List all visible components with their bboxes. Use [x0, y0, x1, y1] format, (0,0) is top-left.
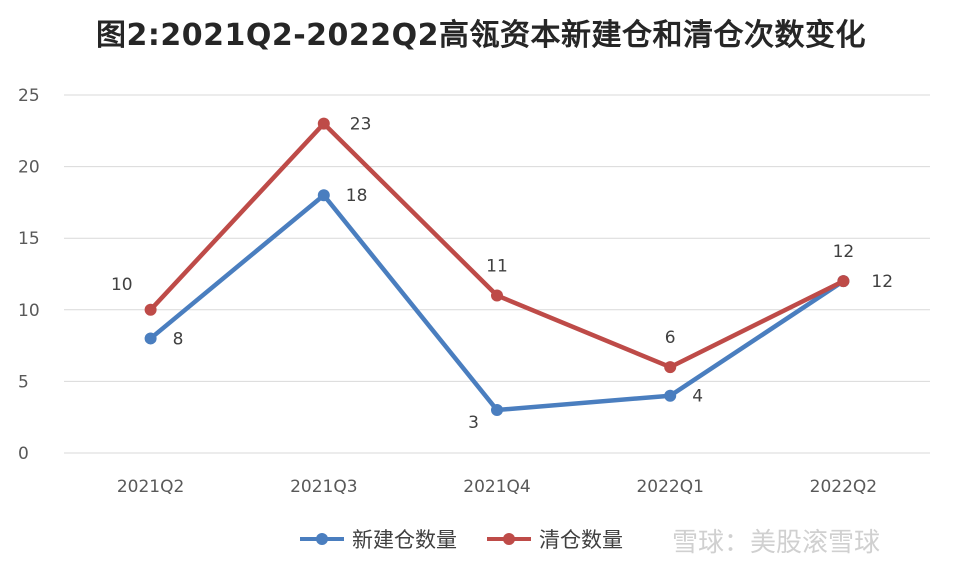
x-tick-label: 2021Q4: [463, 477, 530, 497]
series-line-0: [148, 192, 846, 413]
watermark: 雪球：美股滚雪球: [672, 528, 881, 558]
y-tick-label: 0: [18, 444, 29, 464]
x-tick-label: 2021Q3: [290, 477, 357, 497]
data-label: 12: [871, 272, 893, 292]
data-point: [317, 189, 330, 202]
data-point: [837, 275, 850, 288]
y-tick-label: 5: [18, 372, 29, 392]
legend-marker-new-positions: [300, 533, 344, 545]
x-tick-label: 2022Q2: [810, 477, 877, 497]
data-label: 12: [833, 242, 855, 262]
legend-item-closed-positions: 清仓数量: [487, 524, 623, 554]
legend-label-closed-positions: 清仓数量: [539, 528, 623, 552]
data-point: [664, 389, 677, 402]
legend-label-new-positions: 新建仓数量: [352, 528, 457, 552]
legend-item-new-positions: 新建仓数量: [300, 524, 457, 554]
data-label: 6: [665, 328, 676, 348]
x-tick-label: 2021Q2: [117, 477, 184, 497]
x-tick-label: 2022Q1: [636, 477, 703, 497]
chart-title: 图2:2021Q2-2022Q2高瓴资本新建仓和清仓次数变化: [95, 18, 867, 53]
data-label: 10: [111, 275, 133, 295]
data-label: 23: [350, 115, 372, 135]
data-label: 18: [346, 186, 368, 206]
y-tick-label: 10: [18, 301, 40, 321]
data-point: [317, 117, 330, 130]
data-label: 3: [468, 413, 479, 433]
y-tick-label: 25: [18, 86, 40, 106]
data-label: 8: [173, 329, 184, 349]
data-point: [491, 404, 503, 417]
data-point: [144, 332, 157, 345]
y-tick-label: 15: [18, 229, 40, 249]
y-tick-label: 20: [18, 158, 40, 178]
series-line-1: [148, 121, 846, 370]
data-point: [664, 361, 677, 374]
legend: 新建仓数量 清仓数量: [300, 522, 623, 556]
legend-marker-closed-positions: [487, 533, 531, 545]
data-point: [144, 303, 157, 316]
data-label: 4: [692, 387, 703, 407]
data-point: [491, 289, 503, 302]
data-label: 11: [486, 256, 508, 276]
